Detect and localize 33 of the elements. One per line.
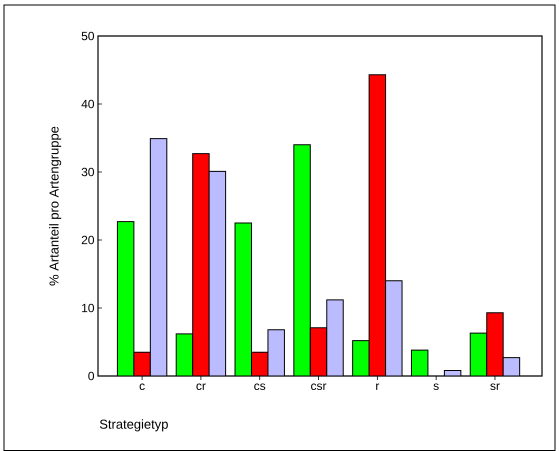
y-tick-label: 30 [82,168,94,176]
bar [235,223,252,376]
bar [150,138,167,376]
bar [310,328,327,376]
bar [294,144,310,376]
bar [268,330,284,376]
y-tick-label: 20 [82,236,94,244]
bar [176,334,193,376]
bar [192,154,210,376]
x-axis-title: Strategietyp [100,419,168,432]
y-tick-label: 10 [82,304,94,312]
x-tick-label: sr [490,384,500,390]
y-tick-label: 0 [88,372,94,380]
bar [502,357,520,376]
bar [369,74,386,376]
y-tick-label: 50 [82,32,94,40]
x-tick-label: cs [254,384,266,390]
x-tick-label: c [140,384,145,390]
x-tick-label: r [376,384,380,390]
bar [386,280,402,376]
bar [209,171,226,376]
bar [411,350,428,376]
bar [117,222,134,376]
bar [486,312,504,376]
bar [326,300,344,376]
y-axis-title: % Artanteil pro Artengruppe [49,126,62,286]
bar [134,352,150,376]
x-tick-label: csr [311,384,326,390]
x-tick-label: cr [196,384,206,390]
x-tick-label: s [433,384,439,390]
bar [251,352,268,376]
y-tick-label: 40 [81,100,94,108]
bar [352,340,370,376]
